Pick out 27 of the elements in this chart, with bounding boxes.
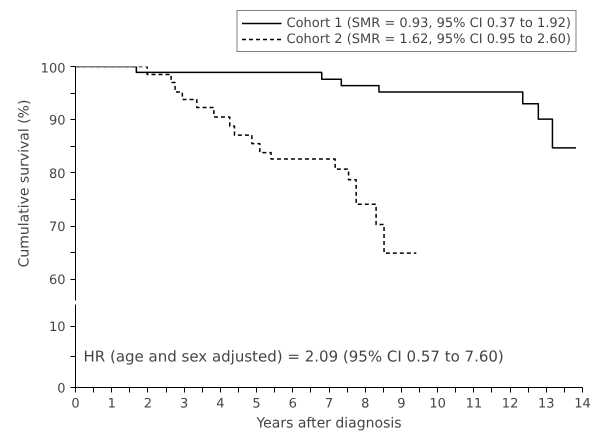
y-tick-label: 60 [48,273,66,288]
x-tick-label: 9 [397,396,406,412]
y-tick-label: 90 [48,114,66,129]
annotation: HR (age and sex adjusted) = 2.09 (95% CI 0.57 to 7.60) [84,348,504,366]
y-tick-label: 10 [48,320,66,336]
x-tick-label: 4 [216,396,225,412]
x-tick-label: 8 [361,396,370,412]
y-tick-label: 70 [48,220,66,236]
x-tick-label: 6 [288,396,297,412]
y-tick-label: 80 [48,166,66,182]
legend-label: Cohort 1 (SMR = 0.93, 95% CI 0.37 to 1.92) [286,15,571,31]
y-tick-label: 0 [57,382,66,396]
x-tick-label: 7 [324,396,334,412]
x-tick-label: 3 [180,396,188,412]
x-axis-title: Years after diagnosis [255,416,402,432]
x-tick-label: 13 [538,396,555,412]
y-axis-title: Cumulative survival (%) [16,100,33,268]
x-tick-label: 1 [108,396,116,412]
x-tick-label: 2 [144,396,152,412]
x-tick-label: 12 [502,396,518,412]
x-tick-label: 11 [466,396,482,412]
legend-label: Cohort 2 (SMR = 1.62, 95% CI 0.95 to 2.60) [286,31,571,47]
x-tick-label: 5 [252,396,261,412]
x-tick-label: 0 [71,396,80,412]
y-tick-label: 100 [40,62,66,76]
x-tick-label: 10 [429,396,446,412]
x-tick-label: 14 [574,396,591,412]
